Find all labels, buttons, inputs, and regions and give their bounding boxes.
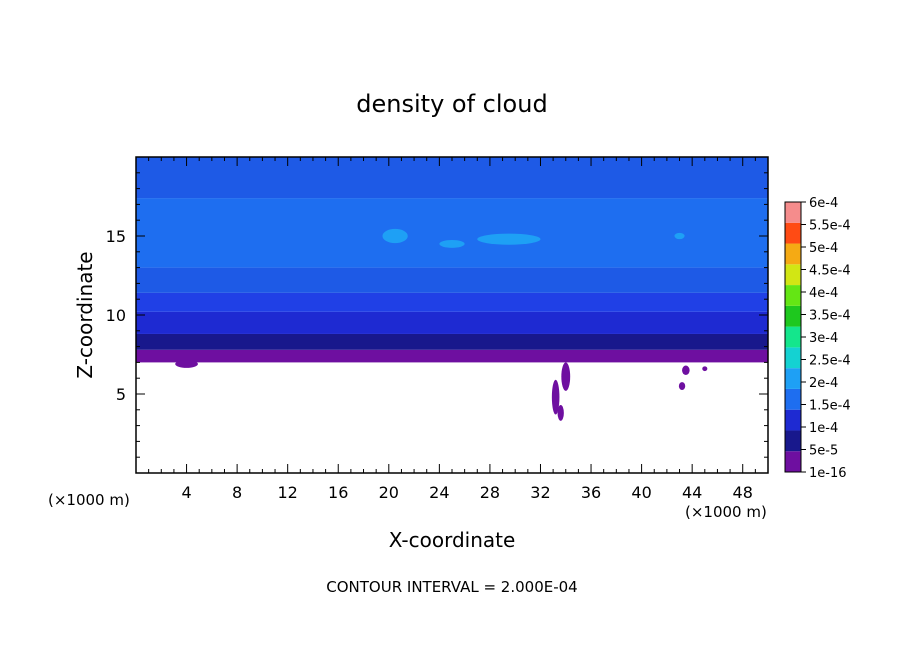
colorbar-label: 1.5e-4 [809,399,851,414]
y-axis-label: Z-coordinate [73,251,97,378]
contour-patch-5 [561,362,571,391]
colorbar-swatch [785,326,801,348]
contour-patch-3 [674,232,685,240]
colorbar-label: 3.5e-4 [809,309,851,324]
y-axis: 5 10 15 [106,172,768,458]
contour-patch-7 [557,405,564,421]
colorbar-label: 3e-4 [809,331,838,346]
contour-band-6 [136,157,768,199]
x-tick-label: 36 [581,483,601,502]
colorbar-swatch [785,368,801,389]
colorbar-swatch [785,388,801,410]
colorbar-label: 6e-4 [809,196,838,211]
colorbar-swatch [785,430,801,452]
contour-patch-6 [551,379,560,415]
colorbar-label: 1e-16 [809,466,847,481]
colorbar-swatch [785,264,801,286]
colorbar-swatch [785,243,801,265]
contour-patch-1 [439,239,465,248]
contour-band-2 [136,311,768,334]
x-tick-label: 16 [328,483,348,502]
colorbar-label: 2e-4 [809,376,838,391]
y-tick-label: 5 [116,385,126,404]
contour-band-5 [136,198,768,268]
contour-patches [175,228,708,421]
x-axis: 4 8 12 16 20 24 28 32 36 40 44 48 [148,157,756,502]
x-tick-label: 4 [181,483,191,502]
colorbar-swatch [785,451,801,472]
contour-patch-2 [477,233,541,245]
colorbar-label: 2.5e-4 [809,354,851,369]
colorbar-swatch [785,347,801,369]
colorbar-swatch [785,409,801,431]
x-tick-label: 24 [429,483,449,502]
colorbar-label: 4e-4 [809,286,838,301]
colorbar-label: 5e-4 [809,241,838,256]
x-tick-label: 20 [379,483,399,502]
chart-title: density of cloud [356,90,547,118]
colorbar-swatch [785,305,801,327]
colorbar-label: 4.5e-4 [809,264,851,279]
contour-band-0 [136,349,768,363]
y-tick-label: 10 [106,306,126,325]
contour-patch-9 [678,382,686,391]
x-unit-left: (×1000 m) [48,491,130,509]
colorbar-swatch [785,285,801,306]
x-tick-label: 44 [682,483,702,502]
colorbar-swatch [785,222,801,244]
contour-patch-4 [175,360,198,368]
contour-layers [136,157,768,363]
contour-patch-0 [382,228,408,244]
colorbar-label: 5e-5 [809,444,838,459]
colorbar-swatch [785,202,801,223]
x-tick-label: 8 [232,483,242,502]
x-unit-right: (×1000 m) [685,503,767,521]
contour-band-4 [136,267,768,293]
x-tick-label: 48 [733,483,753,502]
contour-patch-8 [682,365,690,376]
x-tick-label: 12 [278,483,298,502]
x-tick-label: 40 [631,483,651,502]
contour-band-1 [136,333,768,350]
contour-interval-note: CONTOUR INTERVAL = 2.000E-04 [326,578,577,596]
colorbar-label: 5.5e-4 [809,219,851,234]
contour-patch-10 [702,366,708,372]
y-tick-label: 15 [106,227,126,246]
colorbar-legend: 1e-16 5e-5 1e-4 1.5e-4 2e-4 2.5e-4 3e-4 3.5e-4 4… [784,196,851,481]
x-tick-label: 32 [530,483,550,502]
colorbar-label: 1e-4 [809,421,838,436]
x-tick-label: 28 [480,483,500,502]
contour-band-3 [136,292,768,312]
x-axis-label: X-coordinate [389,528,516,552]
